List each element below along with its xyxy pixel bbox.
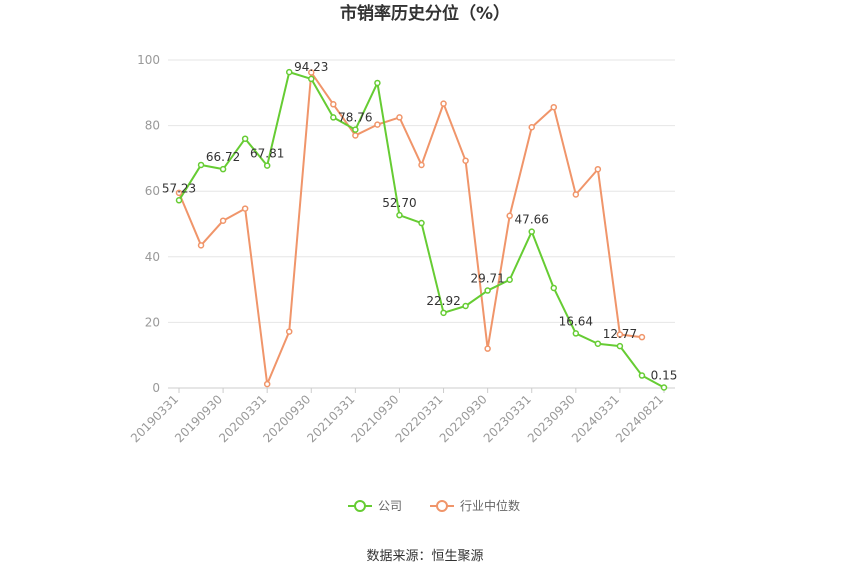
source-note: 数据来源：恒生聚源 (366, 549, 483, 564)
legend-marker (354, 500, 366, 512)
series-points (175, 68, 668, 391)
data-point (572, 191, 580, 198)
data-labels: 57.23 66.72 67.81 94.23 78.76 52.70 22.92 29.71… (162, 60, 678, 383)
grid (168, 59, 675, 389)
data-point (197, 242, 205, 249)
data-point (241, 135, 249, 142)
data-point (440, 100, 447, 107)
data-label: 67.81 (250, 147, 284, 161)
data-point (330, 101, 337, 108)
y-tick-label: 60 (145, 184, 160, 198)
data-point (374, 79, 381, 87)
data-point (418, 161, 425, 169)
data-point (616, 342, 624, 350)
data-label: 12.77 (603, 327, 637, 341)
y-axis: 0 20 40 60 80 100 (137, 53, 160, 395)
legend-label: 公司 (378, 499, 402, 513)
data-point (638, 333, 646, 341)
data-point (418, 219, 425, 227)
data-point (638, 372, 646, 379)
data-point (484, 287, 491, 294)
data-point (396, 114, 403, 121)
data-label: 22.92 (426, 294, 460, 308)
legend-item-0[interactable]: 公司 (348, 499, 402, 513)
y-tick-label: 40 (145, 250, 160, 264)
data-label: 57.23 (162, 181, 196, 195)
data-point (308, 75, 315, 83)
data-point (175, 189, 183, 197)
data-point (396, 211, 403, 219)
data-point (550, 284, 558, 292)
data-point (285, 328, 293, 335)
data-point (308, 69, 315, 76)
data-label: 0.15 (651, 369, 678, 383)
data-point (572, 330, 580, 337)
data-point (616, 331, 624, 338)
data-point (594, 165, 602, 173)
data-point (219, 165, 227, 173)
data-label: 78.76 (338, 111, 372, 125)
data-point (506, 276, 513, 284)
y-tick-label: 80 (145, 119, 160, 133)
legend-marker (436, 500, 448, 512)
data-point (197, 161, 205, 169)
data-point (219, 217, 227, 224)
data-point (528, 228, 535, 235)
series-line-0 (178, 71, 665, 389)
legend[interactable]: 公司 行业中位数 (348, 498, 520, 513)
x-tick-label: 20240821 (613, 392, 666, 445)
legend-item-1[interactable]: 行业中位数 (430, 498, 520, 513)
data-label: 29.71 (470, 272, 504, 286)
legend-label: 行业中位数 (460, 498, 520, 513)
data-point (241, 205, 249, 212)
x-axis: 2019033120190930202003312020093020210331… (128, 388, 666, 445)
data-point (594, 340, 602, 347)
data-label: 94.23 (294, 60, 328, 74)
data-point (506, 212, 513, 220)
y-tick-label: 0 (152, 381, 160, 395)
data-point (528, 123, 535, 131)
data-label: 52.70 (382, 196, 416, 210)
data-label: 47.66 (515, 213, 549, 227)
data-label: 16.64 (559, 314, 593, 328)
y-tick-label: 20 (145, 315, 160, 329)
data-point (263, 162, 271, 169)
chart-title: 市销率历史分位（%） (340, 3, 510, 24)
data-point (285, 68, 293, 76)
data-label: 66.72 (206, 150, 240, 164)
data-point (484, 345, 491, 352)
data-point (660, 384, 668, 391)
data-point (462, 157, 469, 164)
data-point (352, 126, 359, 133)
series-line-1 (178, 71, 643, 386)
data-point (330, 114, 337, 121)
data-point (374, 121, 381, 128)
data-point (440, 309, 447, 317)
data-point (462, 302, 469, 310)
data-point (352, 132, 359, 139)
data-point (263, 380, 271, 388)
y-tick-label: 100 (137, 53, 160, 67)
data-point (550, 103, 558, 111)
data-point (175, 197, 183, 204)
series-lines (178, 71, 665, 389)
